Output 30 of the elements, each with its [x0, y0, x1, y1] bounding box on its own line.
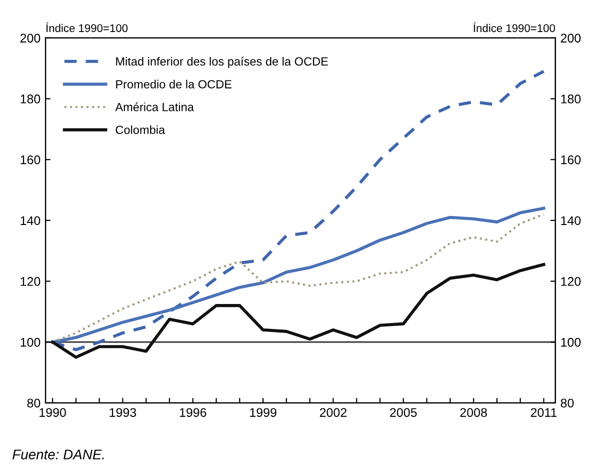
y-axis-title: Índice 1990=100 [46, 22, 128, 32]
y2-axis-title: Índice 1990=100 [474, 22, 555, 32]
x-tick-label: 2008 [460, 408, 487, 417]
legend-label: Mitad inferior des los países de la OCDE [116, 56, 328, 68]
x-tick-label: 2011 [530, 408, 557, 417]
y2-tick-label: 180 [561, 94, 581, 104]
y-tick-label: 140 [20, 216, 40, 226]
y-tick-label: 160 [20, 155, 40, 164]
line-series [51, 262, 546, 359]
x-tick-label: 1996 [180, 408, 206, 417]
x-tick-label: 2002 [320, 408, 346, 417]
x-tick-label: 1999 [250, 408, 276, 417]
legend-label: América Latina [115, 102, 194, 112]
y2-tick-label: 100 [561, 338, 581, 347]
x-tick-label: 2005 [390, 408, 417, 417]
y2-tick-label: 160 [561, 155, 581, 164]
y-tick-label: 80 [27, 398, 40, 408]
source-note: Fuente: DANE. [12, 450, 104, 460]
y-tick-label: 180 [20, 94, 40, 104]
legend-label: Colombia [116, 125, 166, 134]
y2-tick-label: 80 [560, 398, 574, 408]
y-tick-label: 100 [20, 338, 40, 347]
x-tick-label: 1993 [110, 408, 136, 417]
y-tick-label: 120 [20, 277, 40, 286]
y2-tick-label: 120 [561, 277, 581, 286]
legend-label: Promedio de la OCDE [116, 80, 232, 88]
y-tick-label: 200 [20, 34, 40, 43]
y2-tick-label: 200 [560, 34, 581, 43]
y2-tick-label: 140 [561, 216, 581, 226]
x-tick-label: 1990 [40, 408, 66, 417]
